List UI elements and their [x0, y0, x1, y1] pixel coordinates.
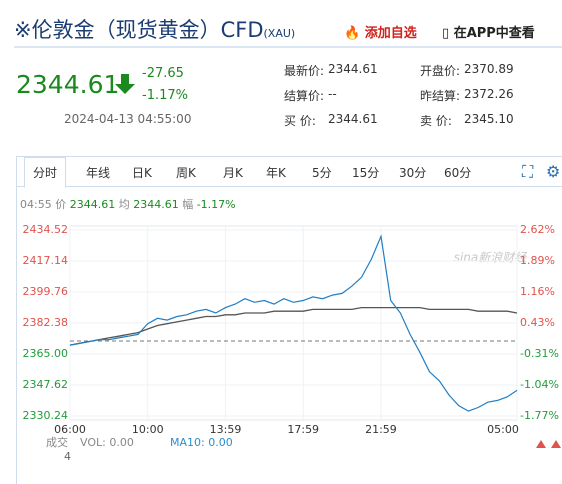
tab[interactable]: 分时 — [24, 157, 67, 188]
tab[interactable]: 周K — [176, 166, 196, 180]
volume-axis: 4 — [64, 450, 71, 463]
tab[interactable]: 15分 — [352, 166, 380, 180]
timestamp: 2024-04-13 04:55:00 — [64, 112, 192, 126]
tab[interactable]: 5分 — [312, 166, 332, 180]
ma10: MA10: 0.00 — [170, 436, 233, 449]
settings-icon[interactable]: ⚙ — [546, 162, 561, 181]
x-tick-label: 10:00 — [132, 423, 164, 436]
fullscreen-icon[interactable]: ⛶ — [522, 162, 534, 181]
open-app-text[interactable]: 在APP中查看 — [453, 26, 535, 41]
tab[interactable]: 月K — [223, 166, 243, 180]
y2-tick-label: 0.43% — [520, 316, 555, 329]
quote-value: 2344.61 — [328, 62, 378, 76]
y-tick-label: 2347.62 — [23, 378, 69, 391]
quote-value: 2370.89 — [464, 62, 514, 76]
y2-tick-label: -1.77% — [520, 409, 559, 422]
series-line — [69, 306, 518, 346]
add-watch-text[interactable]: 添加自选 — [364, 26, 417, 41]
title: ※伦敦金（现货黄金）CFD(XAU) — [14, 14, 295, 44]
x-tick-label: 21:59 — [365, 423, 397, 436]
last-price: 2344.61 — [16, 70, 120, 99]
vol: VOL: 0.00 — [80, 436, 134, 449]
x-tick-label: 06:00 — [54, 423, 86, 436]
quote-value: 2344.61 — [328, 112, 378, 126]
add-watch[interactable]: 🔥 添加自选 — [344, 26, 417, 41]
tab[interactable]: 日K — [132, 166, 152, 180]
y-tick-label: 2399.76 — [23, 285, 69, 298]
tab[interactable]: 60分 — [444, 166, 472, 180]
y-tick-label: 2382.38 — [23, 316, 69, 329]
y2-tick-label: 1.16% — [520, 285, 555, 298]
y2-tick-label: -1.04% — [520, 378, 559, 391]
info-price: 2344.61 — [69, 198, 116, 211]
title-text: ※伦敦金（现货黄金）CFD — [14, 18, 264, 42]
code: (XAU) — [263, 27, 296, 40]
open-app[interactable]: ▯ 在APP中查看 — [442, 26, 535, 41]
quote-value: 2372.26 — [464, 87, 514, 101]
chart-frame — [16, 156, 562, 484]
info-range: -1.17% — [196, 198, 236, 211]
quote-value: -- — [328, 87, 337, 101]
change-pct: -1.17% — [142, 88, 188, 103]
y2-tick-label: 2.62% — [520, 223, 555, 236]
y-tick-label: 2330.24 — [23, 409, 69, 422]
series-line — [69, 234, 518, 412]
header-rule — [14, 46, 562, 48]
tab[interactable]: 年K — [266, 166, 286, 180]
tab[interactable]: 年线 — [86, 166, 111, 180]
tab[interactable]: 30分 — [399, 166, 427, 180]
quote-label: 结算价: — [284, 89, 325, 103]
legend-price: 价 — [55, 198, 67, 211]
change: -27.65 — [142, 66, 184, 81]
y-tick-label: 2434.52 — [23, 223, 69, 236]
range-label: 幅 — [182, 198, 194, 211]
info-time: 04:55 — [20, 198, 52, 211]
quote-value: 2345.10 — [464, 112, 514, 126]
tabs: 分时 年线 日K 周K 月K 年K 5分 15分 30分 60分 — [16, 157, 562, 188]
quote-label: 买 价: — [284, 114, 316, 128]
volume-label: 成交 — [46, 435, 68, 449]
x-tick-label: 17:59 — [287, 423, 319, 436]
volume-icons — [536, 440, 561, 448]
y2-tick-label: -0.31% — [520, 347, 559, 360]
quote-label: 开盘价: — [420, 64, 461, 78]
y-tick-label: 2365.00 — [23, 347, 69, 360]
quote-label: 卖 价: — [420, 114, 452, 128]
x-tick-label: 13:59 — [210, 423, 242, 436]
down-arrow — [115, 74, 135, 94]
quote-label: 最新价: — [284, 64, 325, 78]
legend-avg: 均 — [118, 198, 130, 211]
y2-tick-label: 1.89% — [520, 254, 555, 267]
x-tick-label: 05:00 — [487, 423, 519, 436]
y-tick-label: 2417.14 — [23, 254, 69, 267]
info-avg: 2344.61 — [133, 198, 179, 211]
quote-label: 昨结算: — [420, 89, 461, 103]
info-line: 04:55 价 2344.61 均 2344.61 幅 -1.17% — [20, 196, 236, 212]
